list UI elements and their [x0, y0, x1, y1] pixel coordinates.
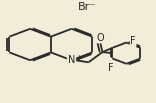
Text: +: + [75, 54, 81, 63]
Text: F: F [108, 63, 114, 73]
Text: O: O [96, 33, 104, 43]
Text: F: F [130, 36, 136, 46]
Text: Br⁻: Br⁻ [78, 2, 96, 12]
Text: N: N [68, 55, 75, 65]
